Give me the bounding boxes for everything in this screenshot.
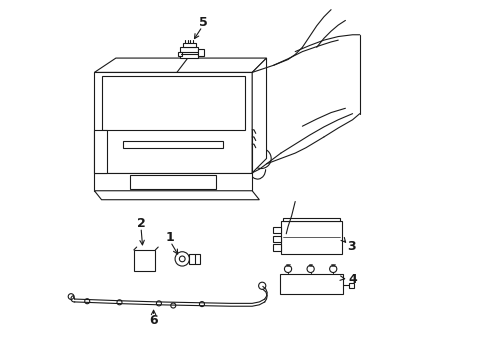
Circle shape xyxy=(85,299,90,304)
Polygon shape xyxy=(95,191,259,200)
Circle shape xyxy=(285,265,292,273)
Circle shape xyxy=(307,265,314,273)
Circle shape xyxy=(171,303,176,308)
Polygon shape xyxy=(283,218,340,221)
Text: 2: 2 xyxy=(137,216,146,230)
Polygon shape xyxy=(130,175,216,189)
Circle shape xyxy=(204,181,211,188)
Polygon shape xyxy=(177,51,181,56)
Circle shape xyxy=(337,287,342,293)
Text: 4: 4 xyxy=(348,273,357,286)
Polygon shape xyxy=(281,221,342,253)
Circle shape xyxy=(117,300,122,305)
Polygon shape xyxy=(95,130,107,173)
Polygon shape xyxy=(134,250,155,271)
Circle shape xyxy=(175,252,190,266)
Circle shape xyxy=(179,256,185,262)
Text: 5: 5 xyxy=(199,16,208,29)
Polygon shape xyxy=(273,235,281,242)
Polygon shape xyxy=(180,47,198,58)
Polygon shape xyxy=(273,227,281,233)
Circle shape xyxy=(68,294,74,300)
Circle shape xyxy=(137,253,152,269)
Circle shape xyxy=(103,180,111,187)
Polygon shape xyxy=(273,244,281,251)
Circle shape xyxy=(156,301,161,306)
Text: 1: 1 xyxy=(165,231,174,244)
Polygon shape xyxy=(280,274,343,294)
Polygon shape xyxy=(183,43,196,47)
Polygon shape xyxy=(95,173,252,191)
Circle shape xyxy=(330,265,337,273)
Polygon shape xyxy=(252,58,267,173)
Circle shape xyxy=(259,282,266,289)
Polygon shape xyxy=(198,49,204,56)
Polygon shape xyxy=(95,58,267,72)
Text: 6: 6 xyxy=(149,314,158,327)
Polygon shape xyxy=(349,283,354,288)
Polygon shape xyxy=(123,140,223,148)
Circle shape xyxy=(157,181,164,188)
Polygon shape xyxy=(101,76,245,130)
Circle shape xyxy=(199,302,204,307)
Circle shape xyxy=(281,287,287,293)
Polygon shape xyxy=(190,253,200,264)
Circle shape xyxy=(251,148,271,168)
Text: 3: 3 xyxy=(347,240,356,253)
Polygon shape xyxy=(95,72,252,173)
